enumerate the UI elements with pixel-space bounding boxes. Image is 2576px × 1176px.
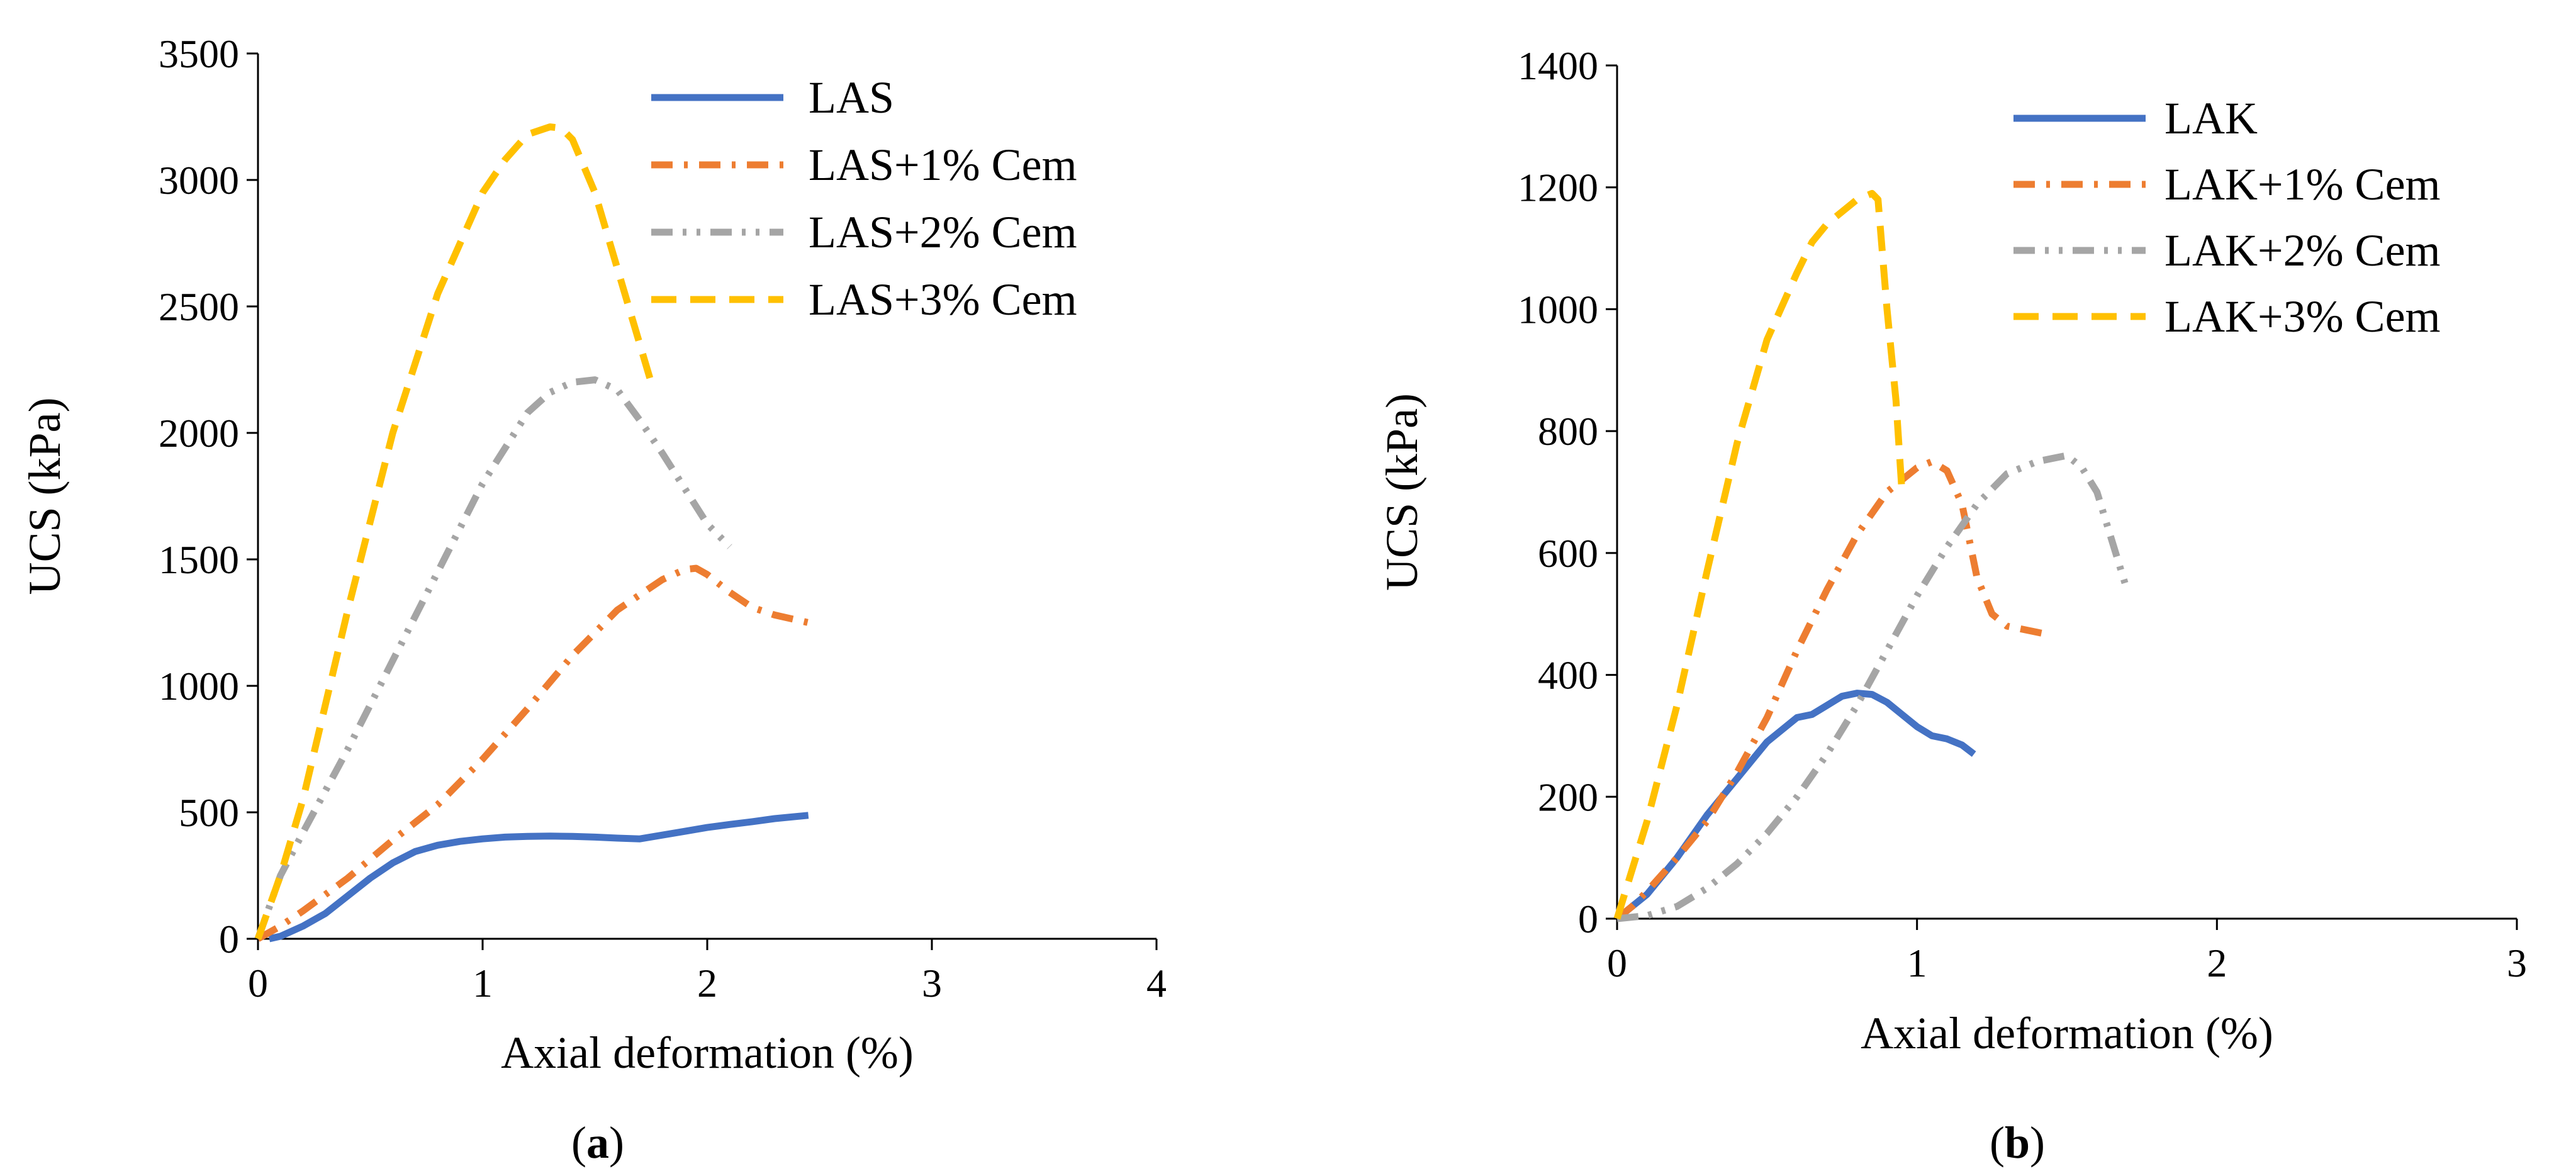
caption-close: ) [609, 1117, 624, 1168]
legend-label: LAK+3% Cem [2164, 291, 2441, 342]
y-tick-label: 500 [179, 790, 239, 835]
series-line-lak [1615, 690, 1976, 922]
caption-open: ( [1990, 1117, 2005, 1168]
x-tick-label: 2 [2207, 941, 2227, 985]
y-tick-label: 3000 [159, 158, 239, 203]
series-line-las-3-cem [254, 123, 655, 940]
y-tick-label: 3500 [159, 31, 239, 76]
x-tick-label: 0 [248, 961, 268, 1005]
series-line-las-2-cem [254, 376, 732, 940]
legend-label: LAK+1% Cem [2164, 159, 2441, 210]
legend: LAK LAK+1% Cem LAK+2% Cem LAK+3% Cem [2013, 93, 2441, 342]
panel-caption: (a) [571, 1117, 624, 1168]
y-axis-title: UCS (kPa) [1377, 393, 1427, 591]
legend-label: LAS+2% Cem [809, 207, 1077, 257]
y-tick-label: 1400 [1518, 43, 1598, 88]
series-line-lak-2-cem [1616, 452, 2131, 922]
x-tick-label: 2 [697, 961, 717, 1005]
series-line-las-1-cem [256, 564, 809, 942]
legend-label: LAK+2% Cem [2164, 225, 2441, 276]
legend-label: LAS+3% Cem [809, 274, 1077, 325]
x-axis-title: Axial deformation (%) [501, 1028, 914, 1078]
y-tick-label: 0 [1578, 897, 1598, 941]
panel-caption: (b) [1990, 1117, 2045, 1168]
x-tick-label: 3 [922, 961, 942, 1005]
x-tick-label: 1 [473, 961, 493, 1005]
legend-label: LAS [809, 72, 894, 123]
y-tick-label: 1200 [1518, 165, 1598, 210]
y-tick-label: 200 [1538, 775, 1598, 819]
y-tick-label: 2000 [159, 411, 239, 456]
series-line-lak-1-cem [1615, 458, 2053, 922]
y-tick-label: 600 [1538, 531, 1598, 576]
x-tick-label: 1 [1907, 941, 1927, 985]
panel-b-chart: 0 200 400 600 800 1000 1200 1400 0 1 2 3 Axial defor… [1377, 43, 2527, 1168]
x-tick-label: 0 [1607, 941, 1627, 985]
series-line-las [268, 812, 809, 943]
y-tick-label: 800 [1538, 409, 1598, 454]
y-tick-label: 400 [1538, 653, 1598, 698]
y-tick-label: 1000 [1518, 287, 1598, 332]
caption-open: ( [571, 1117, 586, 1168]
caption-letter: b [2005, 1117, 2030, 1168]
x-axis-title: Axial deformation (%) [1861, 1008, 2273, 1058]
y-tick-label: 1000 [159, 664, 239, 708]
panel-a-chart: 0 500 1000 1500 2000 2500 3000 3500 0 1 2 3 4 Axial d… [20, 31, 1167, 1168]
y-tick-label: 2500 [159, 284, 239, 329]
y-axis-title: UCS (kPa) [20, 397, 70, 595]
x-tick-label: 3 [2507, 941, 2527, 985]
caption-close: ) [2030, 1117, 2045, 1168]
legend: LAS LAS+1% Cem LAS+2% Cem LAS+3% Cem [651, 72, 1077, 325]
y-tick-label: 0 [219, 917, 239, 961]
series-line-lak-3-cem [1613, 189, 1906, 920]
y-tick-label: 1500 [159, 537, 239, 582]
x-tick-label: 4 [1146, 961, 1167, 1005]
caption-letter: a [586, 1117, 609, 1168]
legend-label: LAS+1% Cem [809, 140, 1077, 190]
legend-label: LAK [2164, 93, 2258, 143]
